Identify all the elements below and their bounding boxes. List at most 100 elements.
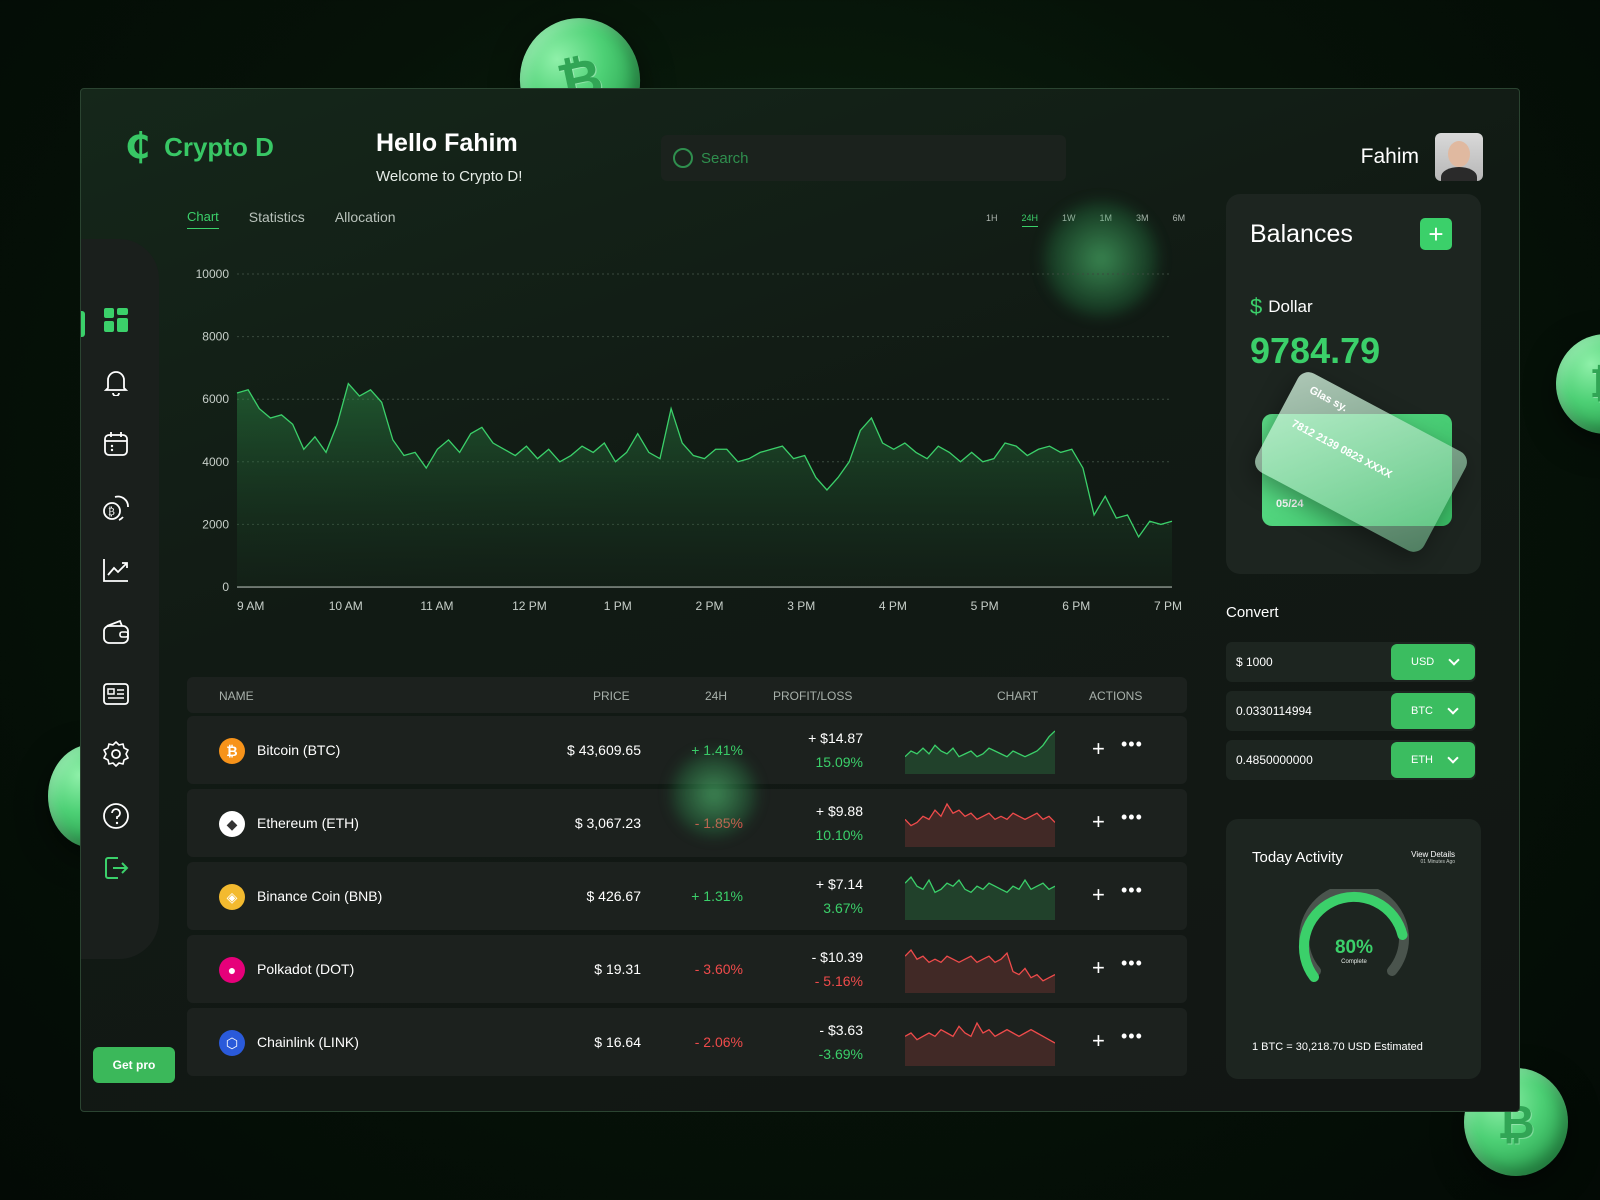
greeting: Hello Fahim Welcome to Crypto D! <box>376 129 522 185</box>
profit-loss-amount: + $14.87 <box>808 730 863 746</box>
range-1h[interactable]: 1H <box>986 213 998 223</box>
activity-percent-label: Complete <box>1341 959 1367 965</box>
asset-change-24h: - 2.06% <box>694 1034 743 1050</box>
get-pro-button[interactable]: Get pro <box>93 1047 175 1083</box>
asset-change-24h: - 3.60% <box>694 961 743 977</box>
more-options-icon[interactable]: ••• <box>1121 1026 1143 1046</box>
price-chart-svg: 0 2000 4000 6000 8000 10000 9 AM 10 AM 11 AM 12 … <box>196 267 1182 613</box>
app-window: ₵ Crypto D Hello Fahim Welcome to Crypto… <box>80 88 1520 1112</box>
more-options-icon[interactable]: ••• <box>1121 953 1143 973</box>
sparkline-line <box>905 875 1055 894</box>
activity-gauge: 80% Complete <box>1296 883 1412 989</box>
today-activity-card: Today Activity View Details 01 Minutes A… <box>1226 819 1481 1079</box>
convert-row-eth: 0.4850000000 ETH <box>1226 740 1476 780</box>
x-tick-label: 5 PM <box>971 599 999 613</box>
sparkline-area <box>905 950 1055 993</box>
more-options-icon[interactable]: ••• <box>1121 734 1143 754</box>
y-tick-label: 6000 <box>202 392 229 406</box>
add-icon[interactable]: + <box>1092 736 1105 761</box>
y-tick-label: 4000 <box>202 455 229 469</box>
sparkline-line <box>905 948 1055 982</box>
sparkline-area <box>905 731 1055 774</box>
help-icon[interactable] <box>101 801 131 831</box>
table-row[interactable]: ◈ Binance Coin (BNB) $ 426.67 + 1.31% + … <box>187 862 1187 930</box>
ethereum-icon: ◆ <box>219 811 245 837</box>
dollar-icon: $ <box>1250 294 1263 319</box>
tab-statistics[interactable]: Statistics <box>248 209 305 225</box>
view-details-link[interactable]: View Details 01 Minutes Ago <box>1411 851 1455 865</box>
x-tick-label: 1 PM <box>604 599 632 613</box>
more-options-icon[interactable]: ••• <box>1121 880 1143 900</box>
x-tick-label: 3 PM <box>787 599 815 613</box>
balance-amount: 9784.79 <box>1250 330 1381 371</box>
dashboard-grid-icon[interactable] <box>101 305 131 335</box>
currency-select-label: ETH <box>1411 754 1433 766</box>
search-icon <box>673 148 693 168</box>
card-exp: 05/24 <box>1276 498 1304 510</box>
currency-select-usd[interactable]: USD <box>1391 644 1475 680</box>
news-icon[interactable] <box>101 679 131 709</box>
chart-tabs: Chart Statistics Allocation <box>187 209 396 229</box>
tab-allocation[interactable]: Allocation <box>334 209 396 225</box>
currency-select-btc[interactable]: BTC <box>1391 693 1475 729</box>
welcome-text: Welcome to Crypto D! <box>376 168 523 185</box>
add-icon[interactable]: + <box>1092 882 1105 907</box>
avatar[interactable] <box>1435 133 1483 181</box>
table-row[interactable]: ● Polkadot (DOT) $ 19.31 - 3.60% - $10.3… <box>187 935 1187 1003</box>
header-name: NAME <box>219 689 254 703</box>
currency-select-eth[interactable]: ETH <box>1391 742 1475 778</box>
search-input[interactable] <box>701 149 1041 167</box>
x-tick-label: 6 PM <box>1062 599 1090 613</box>
user-profile[interactable]: Fahim <box>1361 133 1483 181</box>
convert-value-usd[interactable]: $ 1000 <box>1236 655 1273 669</box>
polkadot-icon: ● <box>219 957 245 983</box>
add-icon[interactable]: + <box>1092 1028 1105 1053</box>
chainlink-icon: ⬡ <box>219 1030 245 1056</box>
search-bar[interactable] <box>661 135 1066 181</box>
asset-name: Bitcoin (BTC) <box>257 742 341 758</box>
crypto-exchange-icon[interactable]: ₿ <box>101 493 131 523</box>
asset-price: $ 43,609.65 <box>567 742 641 758</box>
convert-value-btc[interactable]: 0.0330114994 <box>1236 704 1312 718</box>
y-tick-label: 8000 <box>202 330 229 344</box>
blurred-coin-decoration-table <box>669 749 759 839</box>
wallet-icon[interactable] <box>101 617 131 647</box>
calendar-icon[interactable] <box>101 429 131 459</box>
currency-select-label: BTC <box>1411 705 1433 717</box>
convert-value-eth[interactable]: 0.4850000000 <box>1236 753 1313 767</box>
balances-card: Balances + $ Dollar 9784.79 05/24 Glas s… <box>1226 194 1481 574</box>
bell-icon[interactable] <box>101 367 131 397</box>
activity-percent: 80% <box>1334 937 1374 958</box>
sparkline-chart <box>905 1021 1055 1066</box>
gear-icon[interactable] <box>101 739 131 769</box>
add-icon[interactable]: + <box>1092 955 1105 980</box>
add-balance-button[interactable]: + <box>1420 218 1452 250</box>
logout-icon[interactable] <box>101 853 131 883</box>
table-row[interactable]: ⬡ Chainlink (LINK) $ 16.64 - 2.06% - $3.… <box>187 1008 1187 1076</box>
x-tick-label: 10 AM <box>329 599 363 613</box>
range-24h[interactable]: 24H <box>1021 213 1039 227</box>
sidebar-active-indicator <box>81 311 85 337</box>
gauge-ring <box>1298 883 1409 982</box>
convert-title: Convert <box>1226 604 1279 621</box>
price-line <box>236 382 1173 539</box>
asset-price: $ 19.31 <box>594 961 641 977</box>
header-actions: ACTIONS <box>1089 689 1143 703</box>
currency-select-label: USD <box>1411 656 1435 668</box>
add-icon[interactable]: + <box>1092 809 1105 834</box>
bitcoin-icon: ₿ <box>219 738 245 764</box>
sparkline-chart <box>905 948 1055 993</box>
asset-name: Ethereum (ETH) <box>257 815 359 831</box>
tab-chart[interactable]: Chart <box>187 209 219 229</box>
range-6m[interactable]: 6M <box>1172 213 1186 223</box>
profit-loss-percent: 10.10% <box>815 827 863 843</box>
logo: ₵ Crypto D <box>125 129 274 165</box>
balance-currency: $ Dollar <box>1250 294 1313 320</box>
chevron-down-icon <box>1447 752 1459 764</box>
x-tick-label: 4 PM <box>879 599 907 613</box>
more-options-icon[interactable]: ••• <box>1121 807 1143 827</box>
trend-chart-icon[interactable] <box>101 555 131 585</box>
price-chart: 0 2000 4000 6000 8000 10000 9 AM 10 AM 11 AM 12 … <box>187 254 1187 624</box>
header-profit-loss: PROFIT/LOSS <box>773 689 853 703</box>
svg-text:₿: ₿ <box>108 506 115 518</box>
